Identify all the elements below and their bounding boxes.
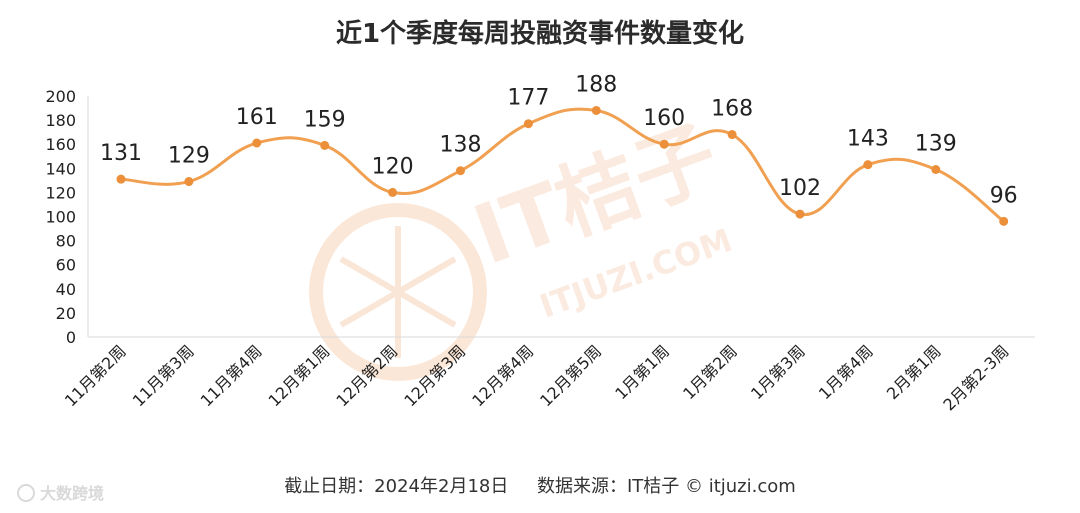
data-point bbox=[999, 216, 1009, 226]
data-point bbox=[795, 209, 805, 219]
y-tick-label: 160 bbox=[45, 135, 76, 154]
y-tick-label: 80 bbox=[56, 232, 76, 251]
x-tick-labels: 11月第2周11月第3周11月第4周12月第1周12月第2周12月第3周12月第… bbox=[61, 341, 1013, 414]
data-label: 120 bbox=[372, 154, 414, 179]
data-label: 160 bbox=[643, 106, 685, 131]
footer-source: 截止日期：2024年2月18日 数据来源：IT桔子 © itjuzi.com bbox=[284, 476, 796, 497]
data-label: 188 bbox=[575, 72, 617, 97]
data-label: 129 bbox=[168, 144, 210, 169]
data-label: 143 bbox=[847, 127, 889, 152]
x-tick-label: 2月第2-3周 bbox=[939, 341, 1012, 414]
x-tick-label: 2月第1周 bbox=[883, 341, 945, 403]
x-tick-label: 1月第4周 bbox=[815, 341, 877, 403]
y-tick-label: 20 bbox=[56, 304, 76, 323]
data-point bbox=[727, 130, 737, 140]
y-tick-label: 200 bbox=[45, 87, 76, 106]
data-label: 131 bbox=[100, 141, 142, 166]
data-point bbox=[931, 165, 941, 175]
data-point bbox=[320, 140, 330, 150]
data-label: 168 bbox=[711, 97, 753, 122]
watermark: IT桔子 ITJUZI.COM bbox=[309, 109, 737, 381]
y-tick-label: 100 bbox=[45, 208, 76, 227]
data-label: 139 bbox=[915, 132, 957, 157]
x-tick-label: 1月第2周 bbox=[679, 341, 741, 403]
data-point bbox=[456, 166, 465, 176]
series-markers bbox=[116, 105, 1009, 226]
data-point bbox=[863, 160, 873, 170]
data-label: 161 bbox=[236, 105, 278, 130]
x-tick-label: 12月第5周 bbox=[536, 341, 605, 410]
x-tick-label: 11月第2周 bbox=[61, 341, 130, 410]
data-labels: 131 129 161 159 120 138 177 188 160 168 102 143 139 9… bbox=[100, 72, 1018, 208]
data-point bbox=[388, 187, 398, 197]
x-tick-label: 1月第3周 bbox=[747, 341, 809, 403]
x-tick-label: 12月第1周 bbox=[265, 341, 334, 410]
y-tick-label: 60 bbox=[56, 256, 76, 275]
data-label: 138 bbox=[440, 133, 482, 158]
data-point bbox=[184, 177, 194, 187]
x-tick-label: 12月第4周 bbox=[468, 341, 537, 410]
data-point bbox=[659, 139, 669, 149]
data-point bbox=[116, 174, 126, 184]
series-line bbox=[120, 107, 1005, 223]
x-tick-label: 11月第4周 bbox=[197, 341, 266, 410]
y-tick-label: 0 bbox=[66, 328, 76, 347]
orange-slice-icon bbox=[309, 203, 487, 381]
chart-title: 近1个季度每周投融资事件数量变化 bbox=[336, 18, 744, 49]
x-tick-label: 11月第3周 bbox=[129, 341, 198, 410]
corner-logo-icon bbox=[17, 484, 35, 502]
y-tick-labels: 0 20 40 60 80 100 120 140 160 180 200 bbox=[45, 87, 76, 347]
x-tick-label: 1月第1周 bbox=[611, 341, 673, 403]
data-point bbox=[523, 119, 533, 129]
data-point bbox=[591, 105, 601, 115]
data-label: 177 bbox=[507, 86, 549, 111]
y-tick-label: 140 bbox=[45, 159, 76, 178]
corner-watermark-text: 大数跨境 bbox=[40, 484, 104, 503]
y-tick-label: 120 bbox=[45, 183, 76, 202]
data-label: 102 bbox=[779, 176, 821, 201]
y-tick-label: 40 bbox=[56, 280, 76, 299]
data-label: 159 bbox=[304, 107, 346, 132]
data-label: 96 bbox=[990, 183, 1018, 208]
y-tick-label: 180 bbox=[45, 111, 76, 130]
data-point bbox=[252, 138, 262, 148]
corner-watermark: 大数跨境 bbox=[17, 484, 104, 503]
